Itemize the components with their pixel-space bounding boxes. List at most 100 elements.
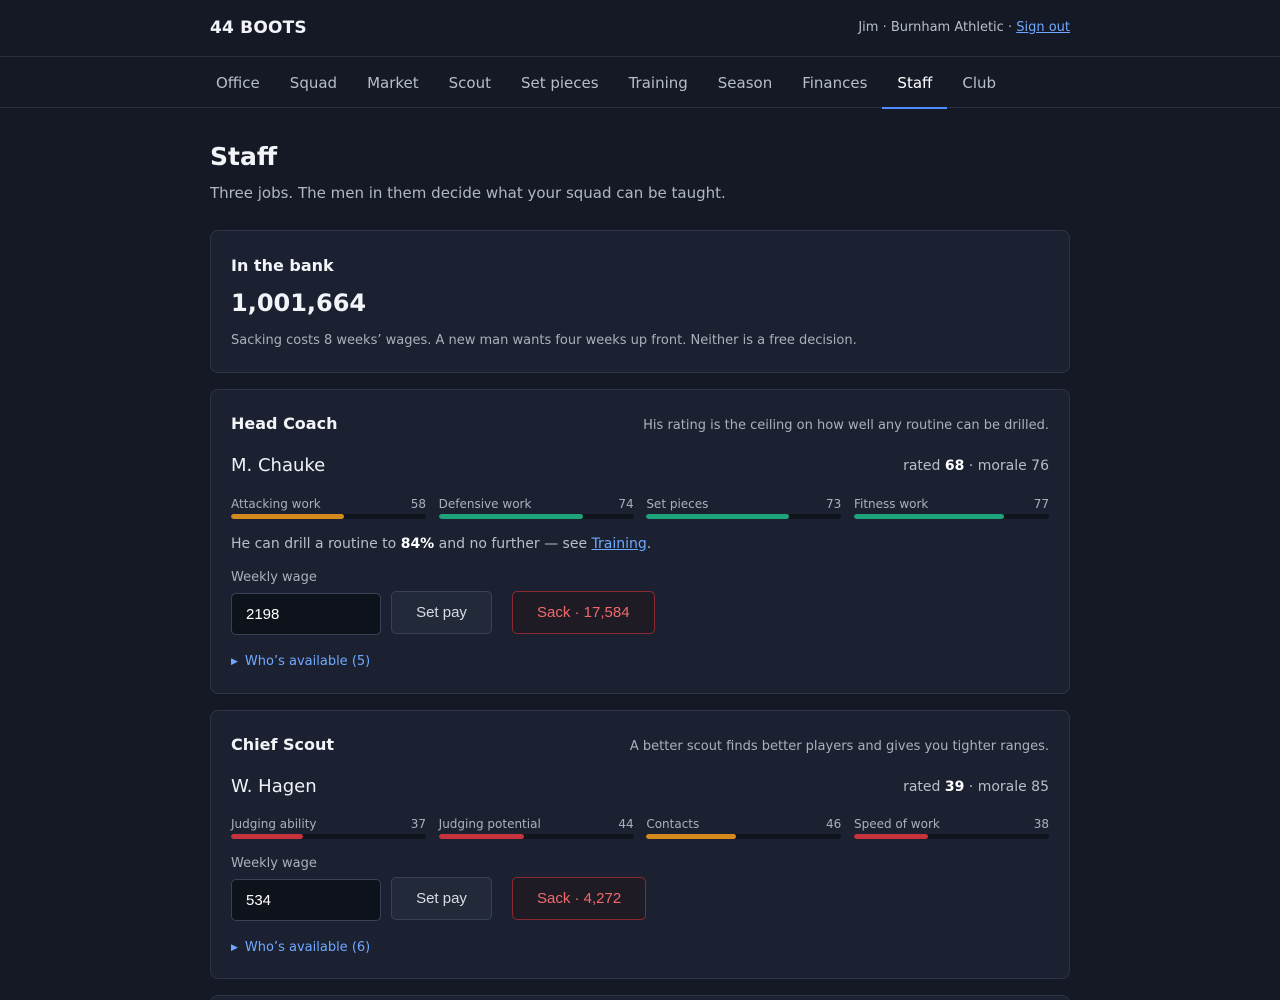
coach-rating-value: 68 <box>944 458 965 474</box>
scout-attr-contacts: Contacts 46 <box>646 817 842 839</box>
attr-bar-fill <box>438 514 583 519</box>
attr-value: 74 <box>618 497 634 511</box>
scout-available-toggle[interactable]: ▶ Who’s available (6) <box>231 940 370 955</box>
top-bar: 44 BOOTS Jim · Burnham Athletic · Sign o… <box>0 0 1280 57</box>
ceiling-value: 84% <box>400 536 435 552</box>
coach-rated-prefix: rated <box>903 458 945 474</box>
scout-attr-speed-of-work: Speed of work 38 <box>853 817 1049 839</box>
attr-value: 77 <box>1033 497 1049 511</box>
coach-morale: · morale 76 <box>964 458 1049 474</box>
attr-bar-fill <box>438 834 525 839</box>
attr-label: Judging ability <box>231 817 317 831</box>
coach-attr-attacking: Attacking work 58 <box>231 497 426 519</box>
coach-wage-input[interactable] <box>231 593 381 635</box>
attr-bar-track <box>853 514 1049 519</box>
tab-club[interactable]: Club <box>962 73 997 92</box>
scout-role-title: Chief Scout <box>231 735 335 754</box>
scout-set-pay-button[interactable]: Set pay <box>391 877 492 920</box>
coach-available-toggle[interactable]: ▶ Who’s available (5) <box>231 654 370 669</box>
tab-scout[interactable]: Scout <box>448 73 491 92</box>
bank-amount: 1,001,664 <box>231 289 367 317</box>
sign-out-link[interactable]: Sign out <box>1016 20 1070 35</box>
attr-bar-fill <box>853 834 929 839</box>
attr-label: Set pieces <box>646 497 709 511</box>
disclosure-triangle-icon: ▶ <box>231 656 238 667</box>
tab-training[interactable]: Training <box>628 73 688 92</box>
attr-bar-track <box>231 514 426 519</box>
attr-bar-fill <box>646 834 736 839</box>
tab-season[interactable]: Season <box>717 73 773 92</box>
ceiling-mid: and no further — see <box>434 536 592 552</box>
tab-finances[interactable]: Finances <box>802 73 868 92</box>
attr-bar-track <box>438 834 634 839</box>
scout-role-note: A better scout finds better players and … <box>629 739 1049 754</box>
attr-bar-fill <box>853 514 1005 519</box>
page-title: Staff <box>210 142 278 171</box>
attr-value: 73 <box>826 497 842 511</box>
scout-name: W. Hagen <box>231 776 317 797</box>
coach-ceiling-text: He can drill a routine to 84% and no fur… <box>231 536 651 552</box>
bank-card: In the bank 1,001,664 Sacking costs 8 we… <box>210 230 1070 373</box>
scout-wage-input[interactable] <box>231 879 381 921</box>
attr-label: Speed of work <box>853 817 940 831</box>
attr-value: 46 <box>826 817 842 831</box>
attr-label: Defensive work <box>438 497 532 511</box>
nav-tabs: Office Squad Market Scout Set pieces Tra… <box>210 57 1011 109</box>
coach-attributes: Attacking work 58 Defensive work 74 Set pi… <box>231 497 1049 519</box>
attr-value: 44 <box>618 817 634 831</box>
attr-label: Contacts <box>646 817 700 831</box>
tab-staff[interactable]: Staff <box>882 57 948 109</box>
scout-rating-value: 39 <box>944 779 965 795</box>
ceiling-suffix: . <box>646 536 652 552</box>
tab-squad[interactable]: Squad <box>289 73 338 92</box>
tab-office[interactable]: Office <box>216 73 260 92</box>
chief-scout-card: Chief Scout A better scout finds better … <box>210 710 1070 979</box>
user-info: Jim · Burnham Athletic · Sign out <box>858 20 1070 35</box>
scout-morale: · morale 85 <box>964 779 1049 795</box>
training-link[interactable]: Training <box>591 536 647 552</box>
attr-bar-track <box>853 834 1049 839</box>
next-staff-card <box>210 995 1070 1000</box>
attr-value: 37 <box>410 817 426 831</box>
coach-sack-button[interactable]: Sack · 17,584 <box>512 591 655 634</box>
page-subtitle: Three jobs. The men in them decide what … <box>210 184 726 202</box>
scout-rating: rated 39 · morale 85 <box>903 779 1049 795</box>
disclosure-triangle-icon: ▶ <box>231 942 238 953</box>
coach-available-label: Who’s available (5) <box>244 654 371 669</box>
bank-title: In the bank <box>231 256 334 275</box>
attr-label: Judging potential <box>438 817 541 831</box>
brand-logo[interactable]: 44 BOOTS <box>210 18 307 38</box>
ceiling-prefix: He can drill a routine to <box>231 536 401 552</box>
coach-attr-fitness: Fitness work 77 <box>853 497 1049 519</box>
attr-label: Fitness work <box>853 497 929 511</box>
coach-set-pay-button[interactable]: Set pay <box>391 591 492 634</box>
attr-bar-track <box>231 834 426 839</box>
head-coach-card: Head Coach His rating is the ceiling on … <box>210 389 1070 694</box>
user-club-text: Jim · Burnham Athletic · <box>858 20 1017 35</box>
attr-value: 38 <box>1033 817 1049 831</box>
bank-note: Sacking costs 8 weeks’ wages. A new man … <box>231 333 857 348</box>
scout-rated-prefix: rated <box>903 779 945 795</box>
tab-set-pieces[interactable]: Set pieces <box>520 73 599 92</box>
scout-attr-judging-ability: Judging ability 37 <box>231 817 426 839</box>
scout-attr-judging-potential: Judging potential 44 <box>438 817 634 839</box>
coach-role-note: His rating is the ceiling on how well an… <box>643 418 1049 433</box>
attr-bar-track <box>438 514 634 519</box>
tab-market[interactable]: Market <box>367 73 419 92</box>
main-nav: Office Squad Market Scout Set pieces Tra… <box>0 57 1280 109</box>
scout-attributes: Judging ability 37 Judging potential 44 Co… <box>231 817 1049 839</box>
coach-attr-set-pieces: Set pieces 73 <box>646 497 842 519</box>
attr-label: Attacking work <box>231 497 321 511</box>
scout-sack-button[interactable]: Sack · 4,272 <box>512 877 647 920</box>
scout-wage-label: Weekly wage <box>231 856 317 871</box>
coach-wage-label: Weekly wage <box>231 570 317 585</box>
coach-name: M. Chauke <box>231 455 326 476</box>
attr-value: 58 <box>410 497 426 511</box>
coach-attr-defensive: Defensive work 74 <box>438 497 634 519</box>
attr-bar-fill <box>231 514 345 519</box>
attr-bar-track <box>646 834 842 839</box>
attr-bar-fill <box>646 514 789 519</box>
scout-available-label: Who’s available (6) <box>244 940 371 955</box>
attr-bar-fill <box>231 834 304 839</box>
coach-rating: rated 68 · morale 76 <box>903 458 1049 474</box>
